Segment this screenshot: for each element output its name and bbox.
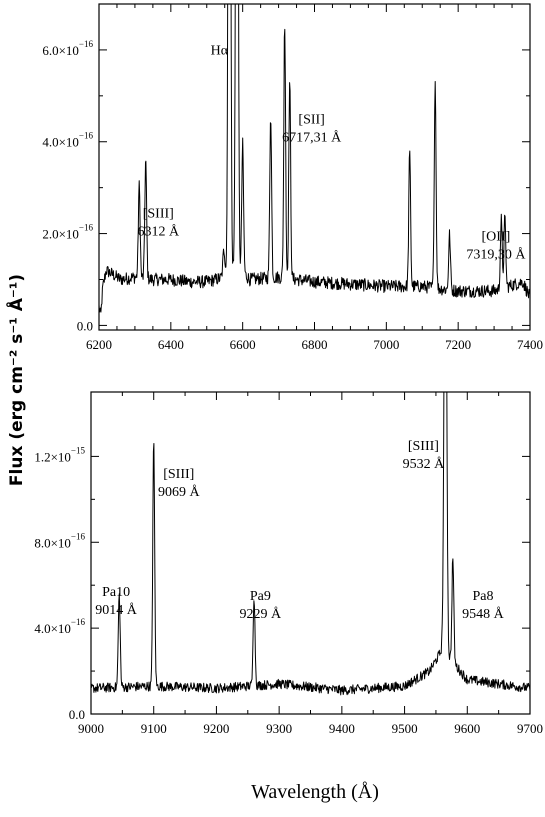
annotation-line: [SIII] (143, 207, 174, 222)
plot-frame (90, 391, 531, 715)
annotation-line: 9069 Å (158, 484, 201, 500)
y-tick-exponent: −16 (71, 617, 86, 627)
x-tick-label: 7400 (517, 337, 543, 352)
x-axis-label: Wavelength (Å) (251, 781, 379, 803)
annotation-line: 9548 Å (462, 606, 505, 622)
annotation-siii9532: [SIII] 9532 Å (403, 439, 446, 472)
annotation-pa9: Pa9 9229 Å (240, 589, 283, 622)
annotation-line: Pa10 (102, 585, 130, 600)
annotation-line: 6717,31 Å (282, 129, 342, 145)
x-tick-label: 9600 (454, 721, 480, 736)
annotation-siii9069: [SIII] 9069 Å (158, 467, 201, 500)
y-tick-label: 2.0×10−16 (42, 223, 93, 242)
annotation-line: Hα (211, 44, 229, 59)
annotation-line: [SIII] (163, 467, 194, 482)
x-tick-label: 7200 (445, 337, 471, 352)
y-tick-label: 1.2×10−15 (34, 445, 85, 464)
annotation-pa8: Pa8 9548 Å (462, 589, 505, 622)
x-tick-label: 9400 (329, 721, 355, 736)
x-tick-label: 6600 (230, 337, 256, 352)
annotation-sii: [SII] 6717,31 Å (282, 112, 342, 145)
annotation-line: [OII] (481, 229, 510, 244)
annotation-line: 9014 Å (95, 602, 138, 618)
y-tick-label: 8.0×10−16 (34, 531, 85, 550)
y-tick-exponent: −16 (79, 131, 94, 141)
y-tick-label: 4.0×10−16 (34, 617, 85, 636)
x-tick-label: 6200 (86, 337, 112, 352)
y-tick-label: 0.0 (77, 318, 93, 333)
annotation-line: 9229 Å (240, 606, 283, 622)
x-tick-label: 9100 (141, 721, 167, 736)
x-tick-label: 9500 (392, 721, 418, 736)
annotation-oii: [OII] 7319,30 Å (466, 229, 526, 262)
annotation-ha: Hα (211, 44, 229, 59)
x-tick-label: 7000 (373, 337, 399, 352)
annotation-line: 7319,30 Å (466, 246, 526, 262)
spectrum-line (91, 392, 530, 696)
y-tick-exponent: −16 (79, 223, 94, 233)
y-tick-label: 0.0 (69, 707, 85, 722)
x-tick-label: 9200 (203, 721, 229, 736)
annotation-line: Pa9 (250, 589, 271, 604)
y-tick-label: 4.0×10−16 (42, 131, 93, 150)
x-tick-label: 9700 (517, 721, 543, 736)
bottom-panel: 9000 9100 9200 9300 9400 9500 9600 9700 0.0 4.0×1… (34, 391, 543, 736)
annotation-line: Pa8 (472, 589, 493, 604)
x-tick-label: 6400 (158, 337, 184, 352)
y-tick-exponent: −16 (79, 39, 94, 49)
y-tick-label: 6.0×10−16 (42, 39, 93, 58)
spectrum-line (99, 4, 530, 313)
annotation-line: [SIII] (408, 439, 439, 454)
x-tick-label: 9300 (266, 721, 292, 736)
y-tick-exponent: −16 (71, 531, 86, 541)
x-tick-label: 6800 (302, 337, 328, 352)
annotation-line: 6312 Å (137, 224, 180, 240)
annotation-line: [SII] (298, 112, 324, 127)
x-tick-label: 9000 (78, 721, 104, 736)
y-tick-exponent: −15 (71, 445, 86, 455)
annotation-siii6312: [SIII] 6312 Å (137, 207, 180, 240)
annotation-line: 9532 Å (403, 456, 446, 472)
annotation-pa10: Pa10 9014 Å (95, 585, 138, 618)
y-axis-label: Flux (erg cm⁻² s⁻¹ Å⁻¹) (4, 274, 27, 486)
top-panel: 6200 6400 6600 6800 7000 7200 7400 0.0 2.0×10−16… (42, 3, 543, 352)
